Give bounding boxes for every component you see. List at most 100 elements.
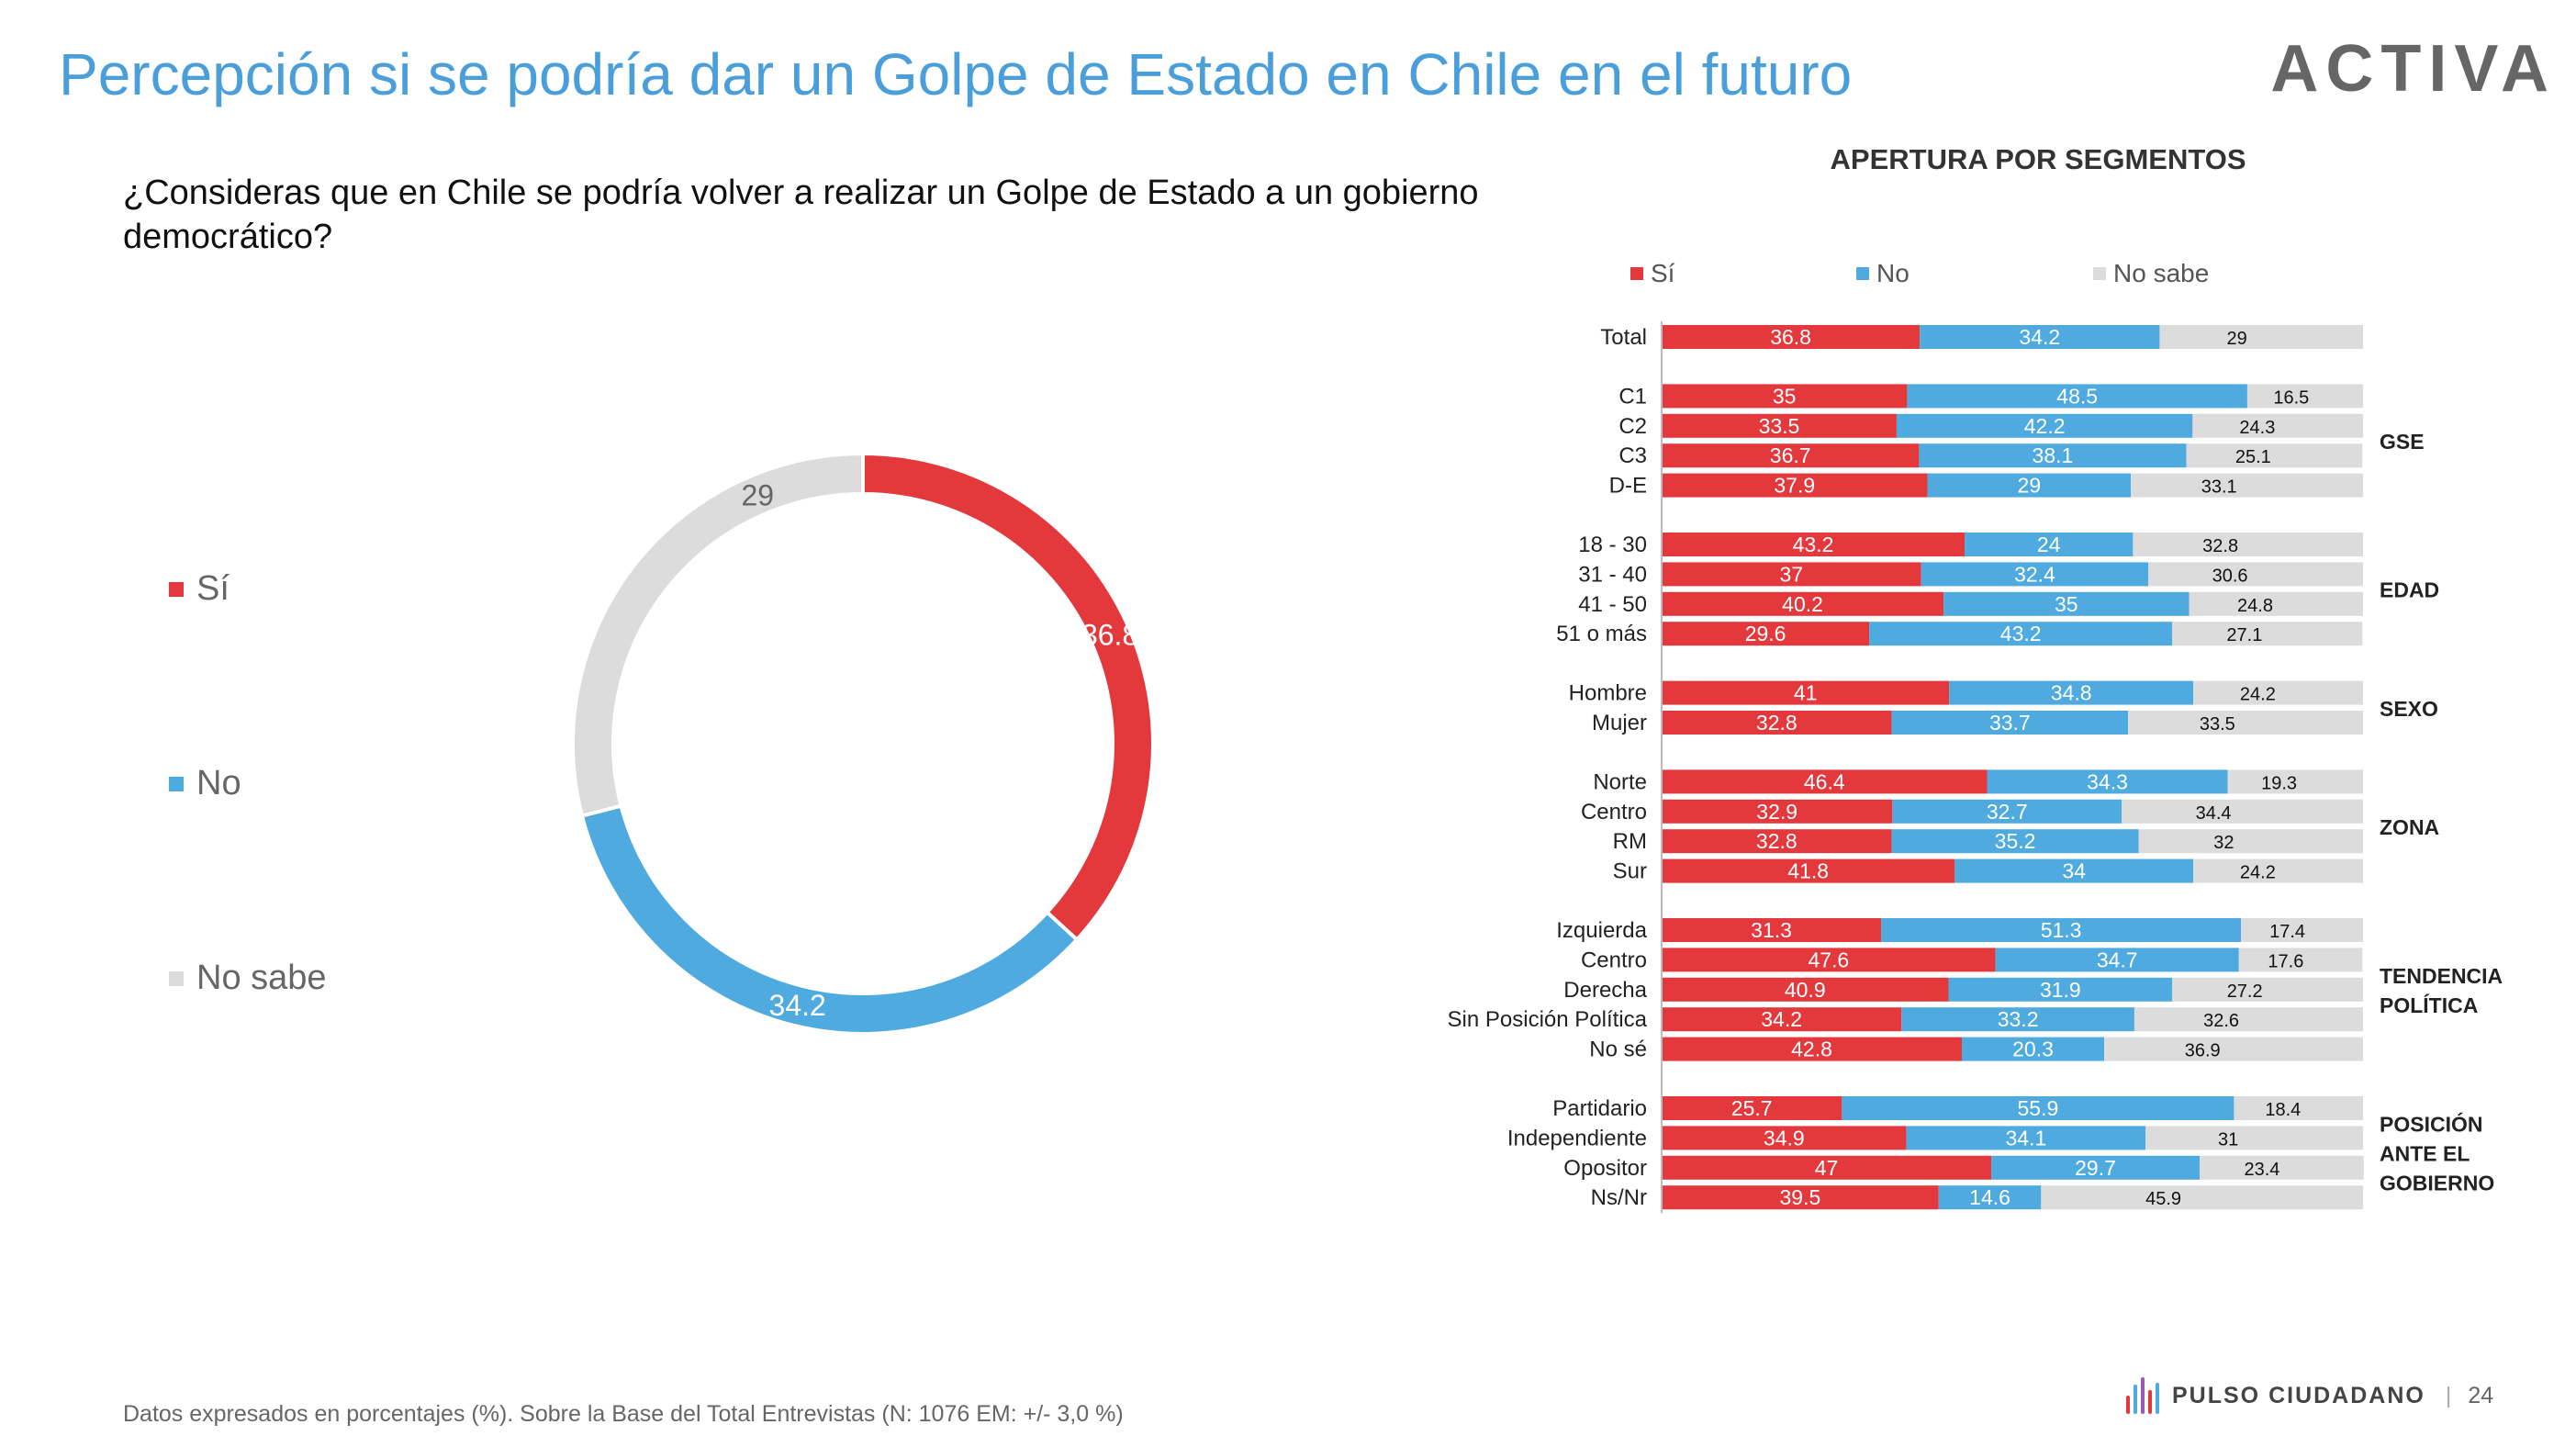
bar-value-label: 42.8 bbox=[1791, 1038, 1832, 1061]
bar-segment-si bbox=[1662, 1155, 1992, 1180]
bar-value-label: 48.5 bbox=[2056, 384, 2098, 408]
bar-segment-si bbox=[1662, 591, 1944, 616]
bar-segment-nosabe bbox=[2122, 799, 2363, 824]
bar-segment-nosabe bbox=[2186, 443, 2363, 468]
bar-value-label: 32.8 bbox=[1756, 829, 1798, 853]
bar-segment-no bbox=[1891, 829, 2139, 854]
bar-segment-no bbox=[1948, 977, 2173, 1002]
bar-segment-nosabe bbox=[2241, 918, 2363, 942]
row-label: RM bbox=[1613, 829, 1647, 854]
bar-segment-nosabe bbox=[2189, 591, 2363, 616]
legend-swatch-si bbox=[1630, 267, 1643, 280]
bar-segment-si bbox=[1662, 799, 1893, 824]
survey-question: ¿Consideras que en Chile se podría volve… bbox=[123, 174, 1479, 256]
bar-segment-nosabe bbox=[2193, 680, 2363, 705]
donut-legend-item-no: No bbox=[169, 764, 241, 803]
bar-segment-si bbox=[1662, 977, 1949, 1002]
bar-segment-no bbox=[1869, 622, 2173, 646]
segments-legend-label: No sabe bbox=[2113, 259, 2210, 287]
bar-segment-no bbox=[1991, 1155, 2200, 1180]
bar-value-label: 31.3 bbox=[1751, 918, 1792, 942]
bar-segment-nosabe bbox=[2145, 1126, 2363, 1150]
bar-segment-nosabe bbox=[2128, 711, 2363, 735]
bar-value-label: 40.9 bbox=[1785, 978, 1826, 1002]
donut-value-label: 29 bbox=[741, 478, 774, 511]
donut-legend-label: No bbox=[196, 764, 241, 802]
bar-value-label: 35.2 bbox=[1995, 829, 2036, 853]
segments-bar-chart: 36.8 34.2 29 Total 35 48.5 16.5 C1 33.5 42.2 24.3 C… bbox=[1448, 321, 2503, 1214]
bar-segment-si bbox=[1662, 1037, 1962, 1061]
bar-segment-nosabe bbox=[2192, 413, 2363, 438]
bar-value-label: 40.2 bbox=[1782, 592, 1823, 616]
donut-chart: 36.8 34.2 29 bbox=[571, 451, 1155, 1036]
bar-value-label: 55.9 bbox=[2018, 1096, 2059, 1120]
segments-legend-item-no: No bbox=[1856, 259, 1910, 288]
row-label: Hombre bbox=[1569, 681, 1647, 706]
bar-value-label: 25.1 bbox=[2235, 447, 2271, 467]
row-label: Mujer bbox=[1592, 711, 1647, 735]
bar-value-label: 42.2 bbox=[2024, 414, 2066, 438]
bar-value-label: 29.7 bbox=[2075, 1156, 2116, 1180]
segments-title: APERTURA POR SEGMENTOS bbox=[1830, 143, 2246, 175]
bar-value-label: 41 bbox=[1794, 681, 1818, 705]
bar-value-label: 31.9 bbox=[2040, 978, 2081, 1002]
bar-segment-no bbox=[1949, 680, 2194, 705]
row-label: 31 - 40 bbox=[1578, 562, 1647, 587]
bar-segment-si bbox=[1662, 1185, 1939, 1210]
row-label: Sur bbox=[1613, 859, 1647, 884]
bar-segment-nosabe bbox=[2134, 1007, 2363, 1032]
donut-legend-item-nosabe: No sabe bbox=[169, 959, 327, 998]
bar-value-label: 25.7 bbox=[1731, 1096, 1773, 1120]
bar-segment-nosabe bbox=[2148, 562, 2363, 587]
bar-value-label: 36.8 bbox=[1770, 325, 1811, 349]
row-label: 41 - 50 bbox=[1578, 592, 1647, 617]
bar-value-label: 31 bbox=[2218, 1129, 2238, 1150]
bar-segment-nosabe bbox=[2199, 1155, 2364, 1180]
bar-segment-no bbox=[1954, 858, 2194, 883]
bar-segment-no bbox=[1920, 325, 2160, 349]
bar-segment-nosabe bbox=[2104, 1037, 2363, 1061]
bar-segment-si bbox=[1662, 1096, 1842, 1120]
row-label: 51 o más bbox=[1556, 622, 1647, 646]
bar-segment-no bbox=[1995, 948, 2239, 972]
legend-swatch-no bbox=[1856, 267, 1869, 280]
row-label: No sé bbox=[1589, 1038, 1647, 1062]
pulso-ciudadano-logo-icon bbox=[2126, 1377, 2159, 1414]
pulso-ciudadano-brand: PULSO CIUDADANO bbox=[2172, 1382, 2425, 1408]
bar-value-label: 32.9 bbox=[1756, 800, 1798, 824]
bar-value-label: 34.1 bbox=[2006, 1126, 2047, 1150]
bar-segment-no bbox=[1938, 1185, 2042, 1210]
group-label: ZONA bbox=[2380, 815, 2439, 839]
bar-segment-no bbox=[1892, 799, 2122, 824]
bar-segment-no bbox=[1961, 1037, 2105, 1061]
bar-segment-no bbox=[1987, 769, 2228, 794]
bar-value-label: 24.2 bbox=[2240, 863, 2276, 883]
bar-value-label: 32.6 bbox=[2203, 1011, 2239, 1031]
bar-segment-nosabe bbox=[2172, 622, 2363, 646]
bar-value-label: 47 bbox=[1815, 1156, 1839, 1180]
pulso-ciudadano-footer: PULSO CIUDADANO | 24 bbox=[2126, 1377, 2493, 1414]
bar-value-label: 47.6 bbox=[1808, 948, 1849, 971]
bar-value-label: 29 bbox=[2227, 329, 2247, 349]
bar-segment-si bbox=[1662, 413, 1897, 438]
donut-slice-nosabe bbox=[571, 451, 865, 819]
row-label: Izquierda bbox=[1556, 918, 1647, 943]
bar-value-label: 39.5 bbox=[1780, 1185, 1821, 1209]
row-label: C2 bbox=[1618, 414, 1647, 439]
bar-segment-si bbox=[1662, 384, 1908, 409]
bar-segment-nosabe bbox=[2193, 858, 2363, 883]
bar-value-label: 24.8 bbox=[2237, 596, 2273, 616]
group-label: TENDENCIA POLÍTICA bbox=[2380, 964, 2503, 1017]
legend-swatch-nosabe bbox=[169, 970, 184, 986]
bar-segment-nosabe bbox=[2138, 829, 2363, 854]
bar-value-label: 24 bbox=[2037, 533, 2061, 556]
bar-segment-nosabe bbox=[2159, 325, 2363, 349]
group-label: GSE bbox=[2380, 430, 2425, 454]
activa-logo: ACTIVA bbox=[2270, 32, 2556, 106]
bar-segment-no bbox=[1901, 1007, 2134, 1032]
bar-segment-nosabe bbox=[2131, 473, 2363, 498]
bar-value-label: 34.2 bbox=[2019, 325, 2060, 349]
bar-value-label: 33.7 bbox=[1989, 711, 2031, 735]
bar-segment-no bbox=[1891, 711, 2129, 735]
segments-legend-item-si: Sí bbox=[1630, 259, 1674, 288]
